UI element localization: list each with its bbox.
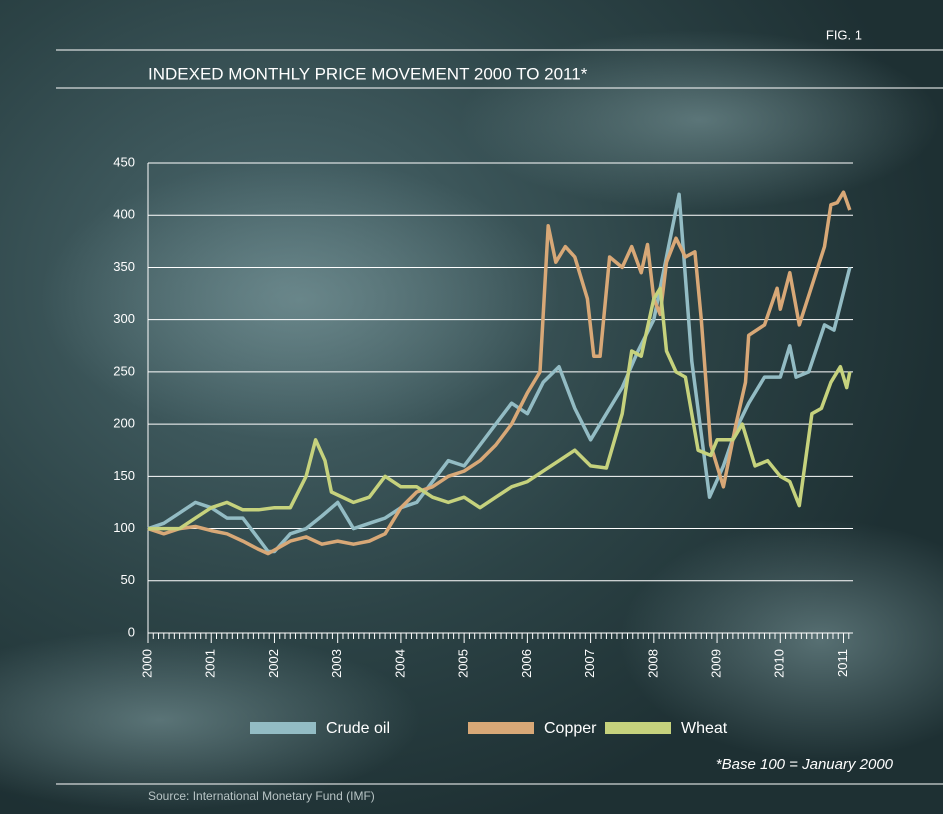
figure-label: FIG. 1 — [826, 27, 862, 42]
y-tick-label: 0 — [128, 624, 135, 639]
legend-label: Copper — [544, 720, 597, 737]
cloud — [460, 30, 940, 210]
x-tick-label: 2006 — [519, 649, 534, 678]
y-tick-label: 350 — [113, 259, 135, 274]
y-tick-label: 450 — [113, 154, 135, 169]
series-line — [148, 286, 852, 531]
legend-label: Wheat — [681, 720, 728, 737]
x-tick-label: 2011 — [835, 649, 850, 677]
x-tick-label: 2004 — [392, 649, 407, 678]
cloud — [40, 160, 560, 440]
x-tick-label: 2001 — [203, 649, 218, 678]
legend-swatch — [468, 722, 534, 734]
y-tick-label: 150 — [113, 468, 135, 483]
x-tick-label: 2003 — [329, 649, 344, 678]
legend-label: Crude oil — [326, 720, 390, 737]
x-tick-label: 2000 — [139, 649, 154, 678]
y-tick-label: 100 — [113, 520, 135, 535]
x-tick-label: 2010 — [772, 649, 787, 678]
series-line — [147, 190, 852, 556]
footnote: *Base 100 = January 2000 — [716, 756, 894, 773]
y-tick-label: 250 — [113, 363, 135, 378]
cloud — [620, 520, 943, 760]
legend-swatch — [605, 722, 671, 734]
x-tick-label: 2002 — [266, 649, 281, 678]
x-tick-label: 2007 — [582, 649, 597, 678]
y-tick-label: 50 — [121, 572, 135, 587]
y-tick-label: 400 — [113, 207, 135, 222]
cloud — [0, 630, 420, 810]
chart-title: INDEXED MONTHLY PRICE MOVEMENT 2000 TO 2… — [148, 64, 588, 83]
x-tick-label: 2005 — [456, 649, 471, 678]
x-tick-label: 2008 — [645, 649, 660, 678]
series-line — [147, 192, 852, 554]
y-tick-label: 200 — [113, 416, 135, 431]
y-tick-label: 300 — [113, 311, 135, 326]
x-tick-label: 2009 — [708, 649, 723, 678]
legend-swatch — [250, 722, 316, 734]
source: Source: International Monetary Fund (IMF… — [148, 789, 375, 803]
plot-area: 0 50 100 150 200 250 300 350 400 450 2000 2001 2002 2… — [113, 154, 853, 737]
